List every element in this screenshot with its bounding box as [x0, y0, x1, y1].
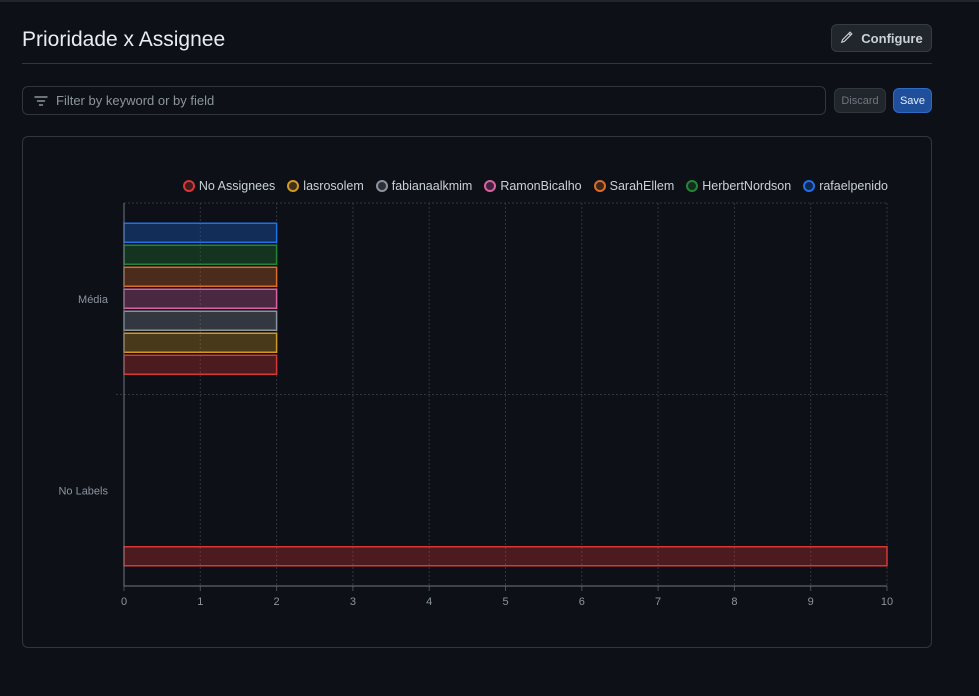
configure-label: Configure [861, 30, 923, 46]
top-border [0, 0, 979, 2]
legend-label: HerbertNordson [702, 179, 792, 193]
save-button[interactable]: Save [893, 88, 932, 113]
configure-button[interactable]: Configure [831, 24, 932, 52]
bar-sarahellem-0[interactable] [123, 266, 278, 287]
y-tick-label: Média [78, 294, 109, 306]
legend-item[interactable]: No Assignees [182, 179, 276, 193]
filter-input[interactable] [56, 93, 825, 108]
legend-label: lasrosolem [303, 179, 364, 193]
x-tick-label: 2 [274, 596, 280, 608]
x-tick-label: 4 [426, 596, 432, 608]
bar-lasrosolem-0[interactable] [123, 332, 278, 353]
legend-item[interactable]: HerbertNordson [686, 179, 791, 193]
chart-panel: 0 1 2 3 4 5 6 7 8 9 10 Média No Labels No Assignees l… [22, 136, 932, 648]
page-title: Prioridade x Assignee [22, 28, 226, 51]
legend-label: RamonBicalho [500, 179, 582, 193]
legend-swatch [375, 180, 388, 192]
filter-bar [22, 86, 826, 115]
x-tick-label: 6 [579, 596, 585, 608]
bar-ramonbicalho-0[interactable] [123, 288, 278, 309]
bar-rafaelpenido-0[interactable] [123, 222, 278, 243]
bar-chart: 0 1 2 3 4 5 6 7 8 9 10 Média No Labels [58, 202, 893, 608]
x-tick-label: 5 [502, 596, 508, 608]
bar-no assignees-0[interactable] [123, 354, 278, 375]
x-tick-label: 8 [731, 596, 737, 608]
x-tick-label: 1 [197, 596, 203, 608]
legend-swatch [287, 180, 300, 192]
pencil-icon [840, 30, 854, 47]
x-tick-label: 3 [350, 596, 356, 608]
legend-label: rafaelpenido [819, 179, 888, 193]
view-header: Prioridade x Assignee Configure [22, 24, 932, 64]
legend-swatch [803, 180, 816, 192]
legend-item[interactable]: fabianaalkmim [375, 179, 473, 193]
x-tick-label: 10 [881, 596, 893, 608]
legend-label: SarahEllem [609, 179, 675, 193]
legend-swatch [484, 180, 497, 192]
legend-item[interactable]: SarahEllem [593, 179, 675, 193]
x-tick-label: 9 [808, 596, 814, 608]
legend-swatch [182, 180, 195, 192]
chart-legend: No Assignees lasrosolem fabianaalkmim Ramon… [182, 179, 888, 193]
x-tick-label: 0 [121, 596, 127, 608]
bar-herbertnordson-0[interactable] [123, 244, 278, 265]
legend-item[interactable]: RamonBicalho [484, 179, 582, 193]
bar-no assignees-1[interactable] [123, 546, 888, 567]
legend-label: No Assignees [198, 179, 276, 193]
legend-item[interactable]: rafaelpenido [803, 179, 888, 193]
legend-swatch [593, 180, 606, 192]
discard-button[interactable]: Discard [834, 88, 886, 113]
legend-swatch [686, 180, 699, 192]
y-tick-label: No Labels [58, 485, 108, 497]
legend-item[interactable]: lasrosolem [287, 179, 364, 193]
bar-fabianaalkmim-0[interactable] [123, 310, 278, 331]
filter-icon [33, 93, 49, 109]
x-tick-label: 7 [655, 596, 661, 608]
legend-label: fabianaalkmim [391, 179, 473, 193]
